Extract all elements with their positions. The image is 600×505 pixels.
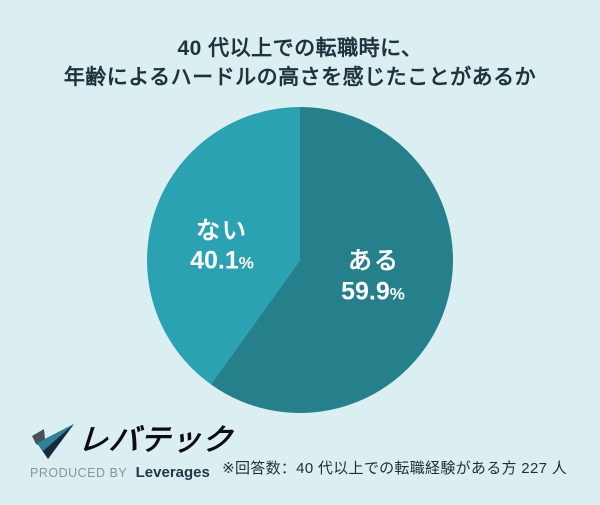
- levtech-logo: レバテック PRODUCED BY Leverages: [30, 422, 235, 482]
- footnote: ※回答数：40 代以上での転職経験がある方 227 人: [222, 460, 567, 477]
- slice-value-nai: 40.1%: [190, 247, 254, 276]
- slice-value-nai-number: 40.1: [190, 246, 239, 275]
- chart-title-line2: 年齢によるハードルの高さを感じたことがあるか: [63, 66, 537, 89]
- slice-label-nai: ない: [196, 217, 248, 245]
- company-name: Leverages: [135, 464, 210, 481]
- produced-by-line: PRODUCED BY Leverages: [30, 464, 233, 482]
- pie-chart: [147, 107, 453, 413]
- pie-chart-svg: [147, 107, 453, 413]
- slice-value-aru-number: 59.9: [341, 277, 390, 306]
- pie-slice-ある: [210, 107, 453, 413]
- pie-slice-ない: [147, 107, 300, 385]
- brand-name: レバテック: [76, 424, 235, 457]
- produced-by-label: PRODUCED BY: [30, 466, 128, 480]
- slice-label-aru: ある: [348, 247, 400, 275]
- chart-title-line1: 40 代以上での転職時に、: [177, 37, 423, 60]
- slice-value-nai-unit: %: [238, 253, 254, 273]
- slice-value-aru-unit: %: [389, 284, 405, 304]
- chart-title: 40 代以上での転職時に、 年齢によるハードルの高さを感じたことがあるか: [0, 34, 600, 92]
- slice-value-aru: 59.9%: [341, 278, 405, 307]
- check-mark-icon: [32, 424, 74, 459]
